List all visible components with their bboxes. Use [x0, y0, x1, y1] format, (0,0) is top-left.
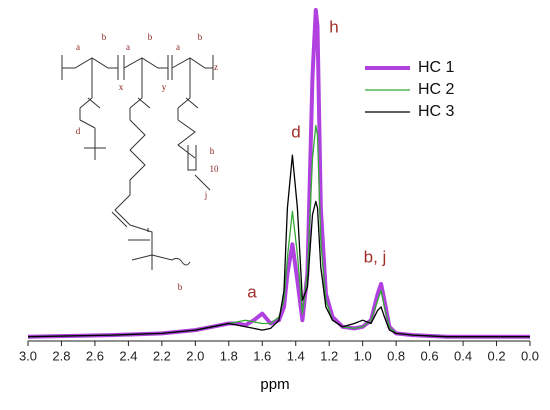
x-axis-label: ppm — [260, 376, 289, 393]
structure-label: b — [178, 282, 183, 292]
structure-label: a — [176, 42, 180, 52]
series-line — [27, 154, 530, 338]
legend-label: HC 3 — [418, 103, 455, 120]
x-tick-label: 1.6 — [253, 348, 271, 363]
x-tick-label: 1.2 — [320, 348, 338, 363]
structure-label: h — [210, 146, 215, 156]
legend-label: HC 1 — [418, 59, 455, 76]
series-line — [27, 8, 530, 339]
x-tick-label: 2.0 — [186, 348, 204, 363]
structure-label: z — [214, 62, 218, 72]
structure-label: a — [126, 42, 130, 52]
legend-label: HC 2 — [418, 81, 455, 98]
x-tick-label: 1.8 — [220, 348, 238, 363]
x-tick-label: 0.2 — [487, 348, 505, 363]
structure-label: b — [148, 32, 153, 42]
peak-label: a — [247, 282, 257, 301]
structure-label: b — [198, 32, 203, 42]
peak-label: d — [291, 122, 300, 141]
x-tick-label: 2.6 — [86, 348, 104, 363]
x-tick-label: 0.0 — [521, 348, 539, 363]
x-tick-label: 1.0 — [354, 348, 372, 363]
x-tick-label: 0.6 — [421, 348, 439, 363]
x-tick-label: 2.8 — [52, 348, 70, 363]
structure-label: x — [119, 82, 124, 92]
structure-label: d — [76, 126, 81, 136]
structure-label: a — [76, 42, 80, 52]
structure-label: 10 — [210, 164, 220, 174]
structure-label: j — [204, 190, 208, 200]
x-tick-label: 2.2 — [153, 348, 171, 363]
structure — [61, 55, 214, 270]
x-tick-label: 2.4 — [119, 348, 137, 363]
x-tick-label: 0.8 — [387, 348, 405, 363]
x-tick-label: 1.4 — [287, 348, 305, 363]
peak-label: b, j — [364, 247, 387, 266]
x-tick-label: 0.4 — [454, 348, 472, 363]
x-tick-label: 3.0 — [19, 348, 37, 363]
peak-label: h — [329, 17, 338, 36]
structure-label: b — [102, 32, 107, 42]
series-line — [27, 124, 530, 338]
structure-label: y — [162, 82, 167, 92]
